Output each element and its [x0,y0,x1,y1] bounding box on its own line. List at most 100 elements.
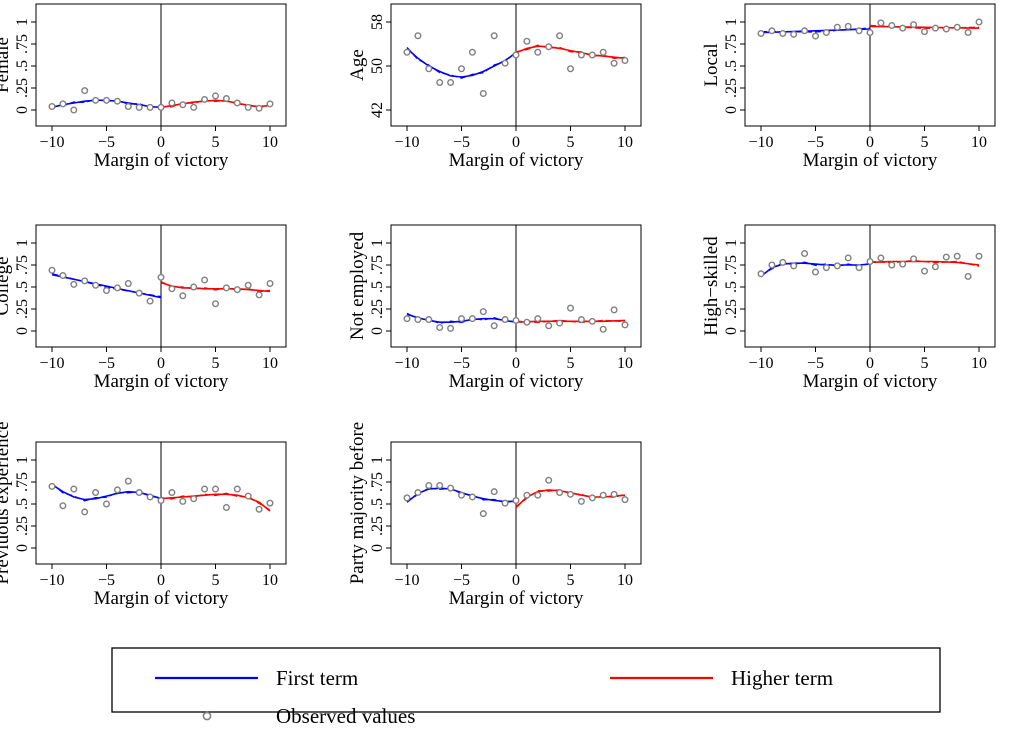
observed-point [201,276,209,284]
observed-point [490,32,498,40]
x-tick-label: −10 [39,355,64,372]
y-tick-label: .25 [369,516,386,536]
observed-point [512,496,520,504]
observed-point [92,281,100,289]
observed-point [556,319,564,327]
observed-point [953,23,961,31]
legend-box [111,647,941,713]
y-tick-label: 1 [14,239,31,247]
x-tick-label: −5 [453,134,470,151]
observed-point [425,482,433,490]
first-term-dashed-line [406,312,517,325]
x-tick-label: 5 [212,134,220,151]
observed-point [113,284,121,292]
observed-point [899,24,907,32]
panel-1: −10 −5 0 5 10 0 .25 .5 .75 1 Margin of victory Fema… [0,3,287,171]
observed-point [610,306,618,314]
observed-point [255,505,263,513]
observed-point [124,477,132,485]
x-tick-label: 0 [866,134,874,151]
observed-point [757,270,765,278]
observed-point [414,489,422,497]
panel-3: −10 −5 0 5 10 0 .25 .5 .75 1 Margin of victory Loca… [701,3,996,171]
x-tick-label: 10 [971,134,987,151]
observed-point [168,285,176,293]
y-axis-title: Not employed [347,231,368,340]
observed-point [599,48,607,56]
observed-point [812,268,820,276]
observed-point [545,322,553,330]
x-axis-title: Margin of victory [94,150,229,171]
x-axis-title: Margin of victory [94,588,229,609]
observed-point [801,27,809,35]
observed-point [81,277,89,285]
x-tick-label: −10 [394,355,419,372]
x-tick-label: 10 [617,355,633,372]
observed-point [81,87,89,95]
x-tick-label: −5 [453,355,470,372]
observed-point [833,262,841,270]
x-tick-label: 10 [262,134,278,151]
legend-observed-label: Observed values [276,704,415,728]
observed-point [468,315,476,323]
observed-point [201,95,209,103]
x-tick-label: −10 [748,355,773,372]
observed-point [964,272,972,280]
x-axis-title: Margin of victory [449,150,584,171]
y-tick-label: .25 [723,78,740,98]
observed-point [135,289,143,297]
observed-point [102,96,110,104]
y-tick-label: .5 [723,281,740,293]
observed-point [588,317,596,325]
observed-point [931,24,939,32]
legend-higher-term-label: Higher term [731,666,833,690]
observed-point [577,497,585,505]
observed-point [146,493,154,501]
observed-point [168,99,176,107]
observed-point [556,32,564,40]
legend-observed-marker [202,711,212,721]
observed-point [479,510,487,518]
observed-point [545,43,553,51]
panel-7: −10 −5 0 5 10 0 .25 .5 .75 1 Margin of victory Prev… [0,421,287,609]
x-tick-label: 0 [157,134,165,151]
observed-point [931,263,939,271]
observed-point [479,89,487,97]
observed-point [190,103,198,111]
y-tick-label: 0 [723,327,740,335]
observed-point [468,493,476,501]
observed-point [621,57,629,65]
observed-point [436,323,444,331]
y-axis-title: Party majority before [347,422,368,585]
y-tick-label: 1 [723,239,740,247]
first-term-dashed-line [51,483,162,502]
x-tick-label: 0 [866,355,874,372]
x-tick-label: 5 [567,134,575,151]
observed-point [102,500,110,508]
panel-5: −10 −5 0 5 10 0 .25 .5 .75 1 Margin of victory Not … [347,224,642,392]
y-tick-label: 1 [369,239,386,247]
observed-point [512,316,520,324]
observed-point [621,496,629,504]
observed-point [48,102,56,110]
observed-point [222,95,230,103]
observed-point [953,252,961,260]
observed-point [403,48,411,56]
observed-point [757,29,765,37]
observed-point [190,495,198,503]
observed-point [866,257,874,265]
observed-point [179,292,187,300]
panel-6: −10 −5 0 5 10 0 .25 .5 .75 1 Margin of victory High… [701,224,996,392]
observed-point [146,297,154,305]
y-tick-label: 50 [369,58,386,74]
observed-point [59,100,67,108]
observed-point [266,499,274,507]
observed-point [179,101,187,109]
x-axis-title: Margin of victory [449,371,584,392]
observed-point [436,78,444,86]
observed-point [512,51,520,59]
observed-point [899,260,907,268]
observed-point [577,316,585,324]
